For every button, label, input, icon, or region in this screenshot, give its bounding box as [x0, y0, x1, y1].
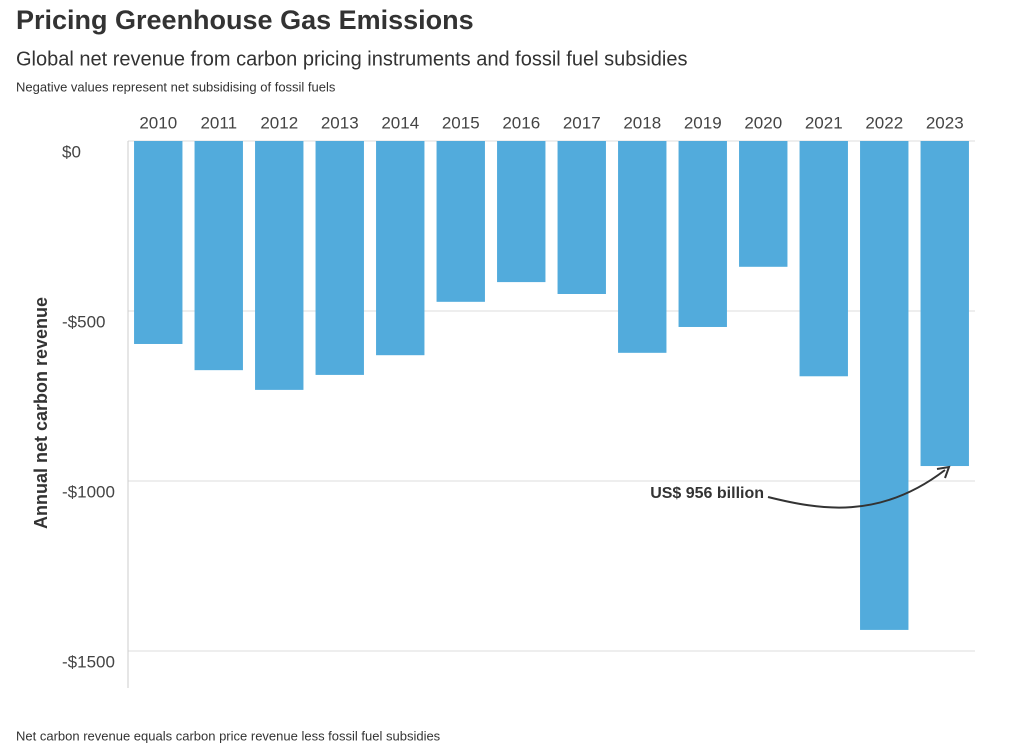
y-axis-label: Annual net carbon revenue — [31, 297, 51, 529]
bar — [799, 141, 848, 377]
annotation: US$ 956 billion — [650, 485, 764, 502]
y-tick-label: -$500 — [62, 312, 105, 331]
bar — [436, 141, 485, 302]
x-tick-label: 2014 — [381, 113, 419, 132]
bar — [134, 141, 183, 344]
bar — [618, 141, 667, 353]
x-tick-label: 2021 — [805, 113, 843, 132]
bar — [557, 141, 606, 294]
x-tick-label: 2010 — [139, 113, 177, 132]
x-tick-label: 2023 — [926, 113, 964, 132]
bar — [678, 141, 727, 327]
annotation-arrow — [767, 469, 946, 509]
x-tick-label: 2013 — [321, 113, 359, 132]
bar — [376, 141, 425, 356]
bar — [739, 141, 788, 267]
chart-footer: Net carbon revenue equals carbon price r… — [16, 728, 441, 743]
x-tick-label: 2011 — [200, 113, 237, 132]
x-tick-label: 2020 — [744, 113, 782, 132]
chart-subtitle: Global net revenue from carbon pricing i… — [16, 48, 687, 70]
x-tick-label: 2012 — [260, 113, 298, 132]
chart-title: Pricing Greenhouse Gas Emissions — [16, 5, 474, 35]
y-tick-label: $0 — [62, 142, 81, 161]
bar — [920, 141, 969, 467]
x-tick-label: 2015 — [442, 113, 480, 132]
bar — [255, 141, 304, 390]
grid: $0 -$500 -$1000 -$1500 2010 2011 2012 2013 2014 2… — [62, 113, 975, 671]
bars — [134, 141, 969, 630]
x-tick-label: 2017 — [563, 113, 601, 132]
x-tick-label: 2018 — [623, 113, 661, 132]
y-tick-label: -$1000 — [62, 482, 115, 501]
y-tick-label: -$1500 — [62, 652, 115, 671]
annotation-arrowhead — [936, 465, 951, 479]
x-tick-label: 2016 — [502, 113, 540, 132]
bar — [497, 141, 546, 283]
bar — [315, 141, 364, 375]
bar — [860, 141, 909, 630]
chart-note: Negative values represent net subsidisin… — [16, 79, 336, 94]
x-tick-label: 2019 — [684, 113, 722, 132]
bar — [194, 141, 243, 371]
x-tick-label: 2022 — [865, 113, 903, 132]
